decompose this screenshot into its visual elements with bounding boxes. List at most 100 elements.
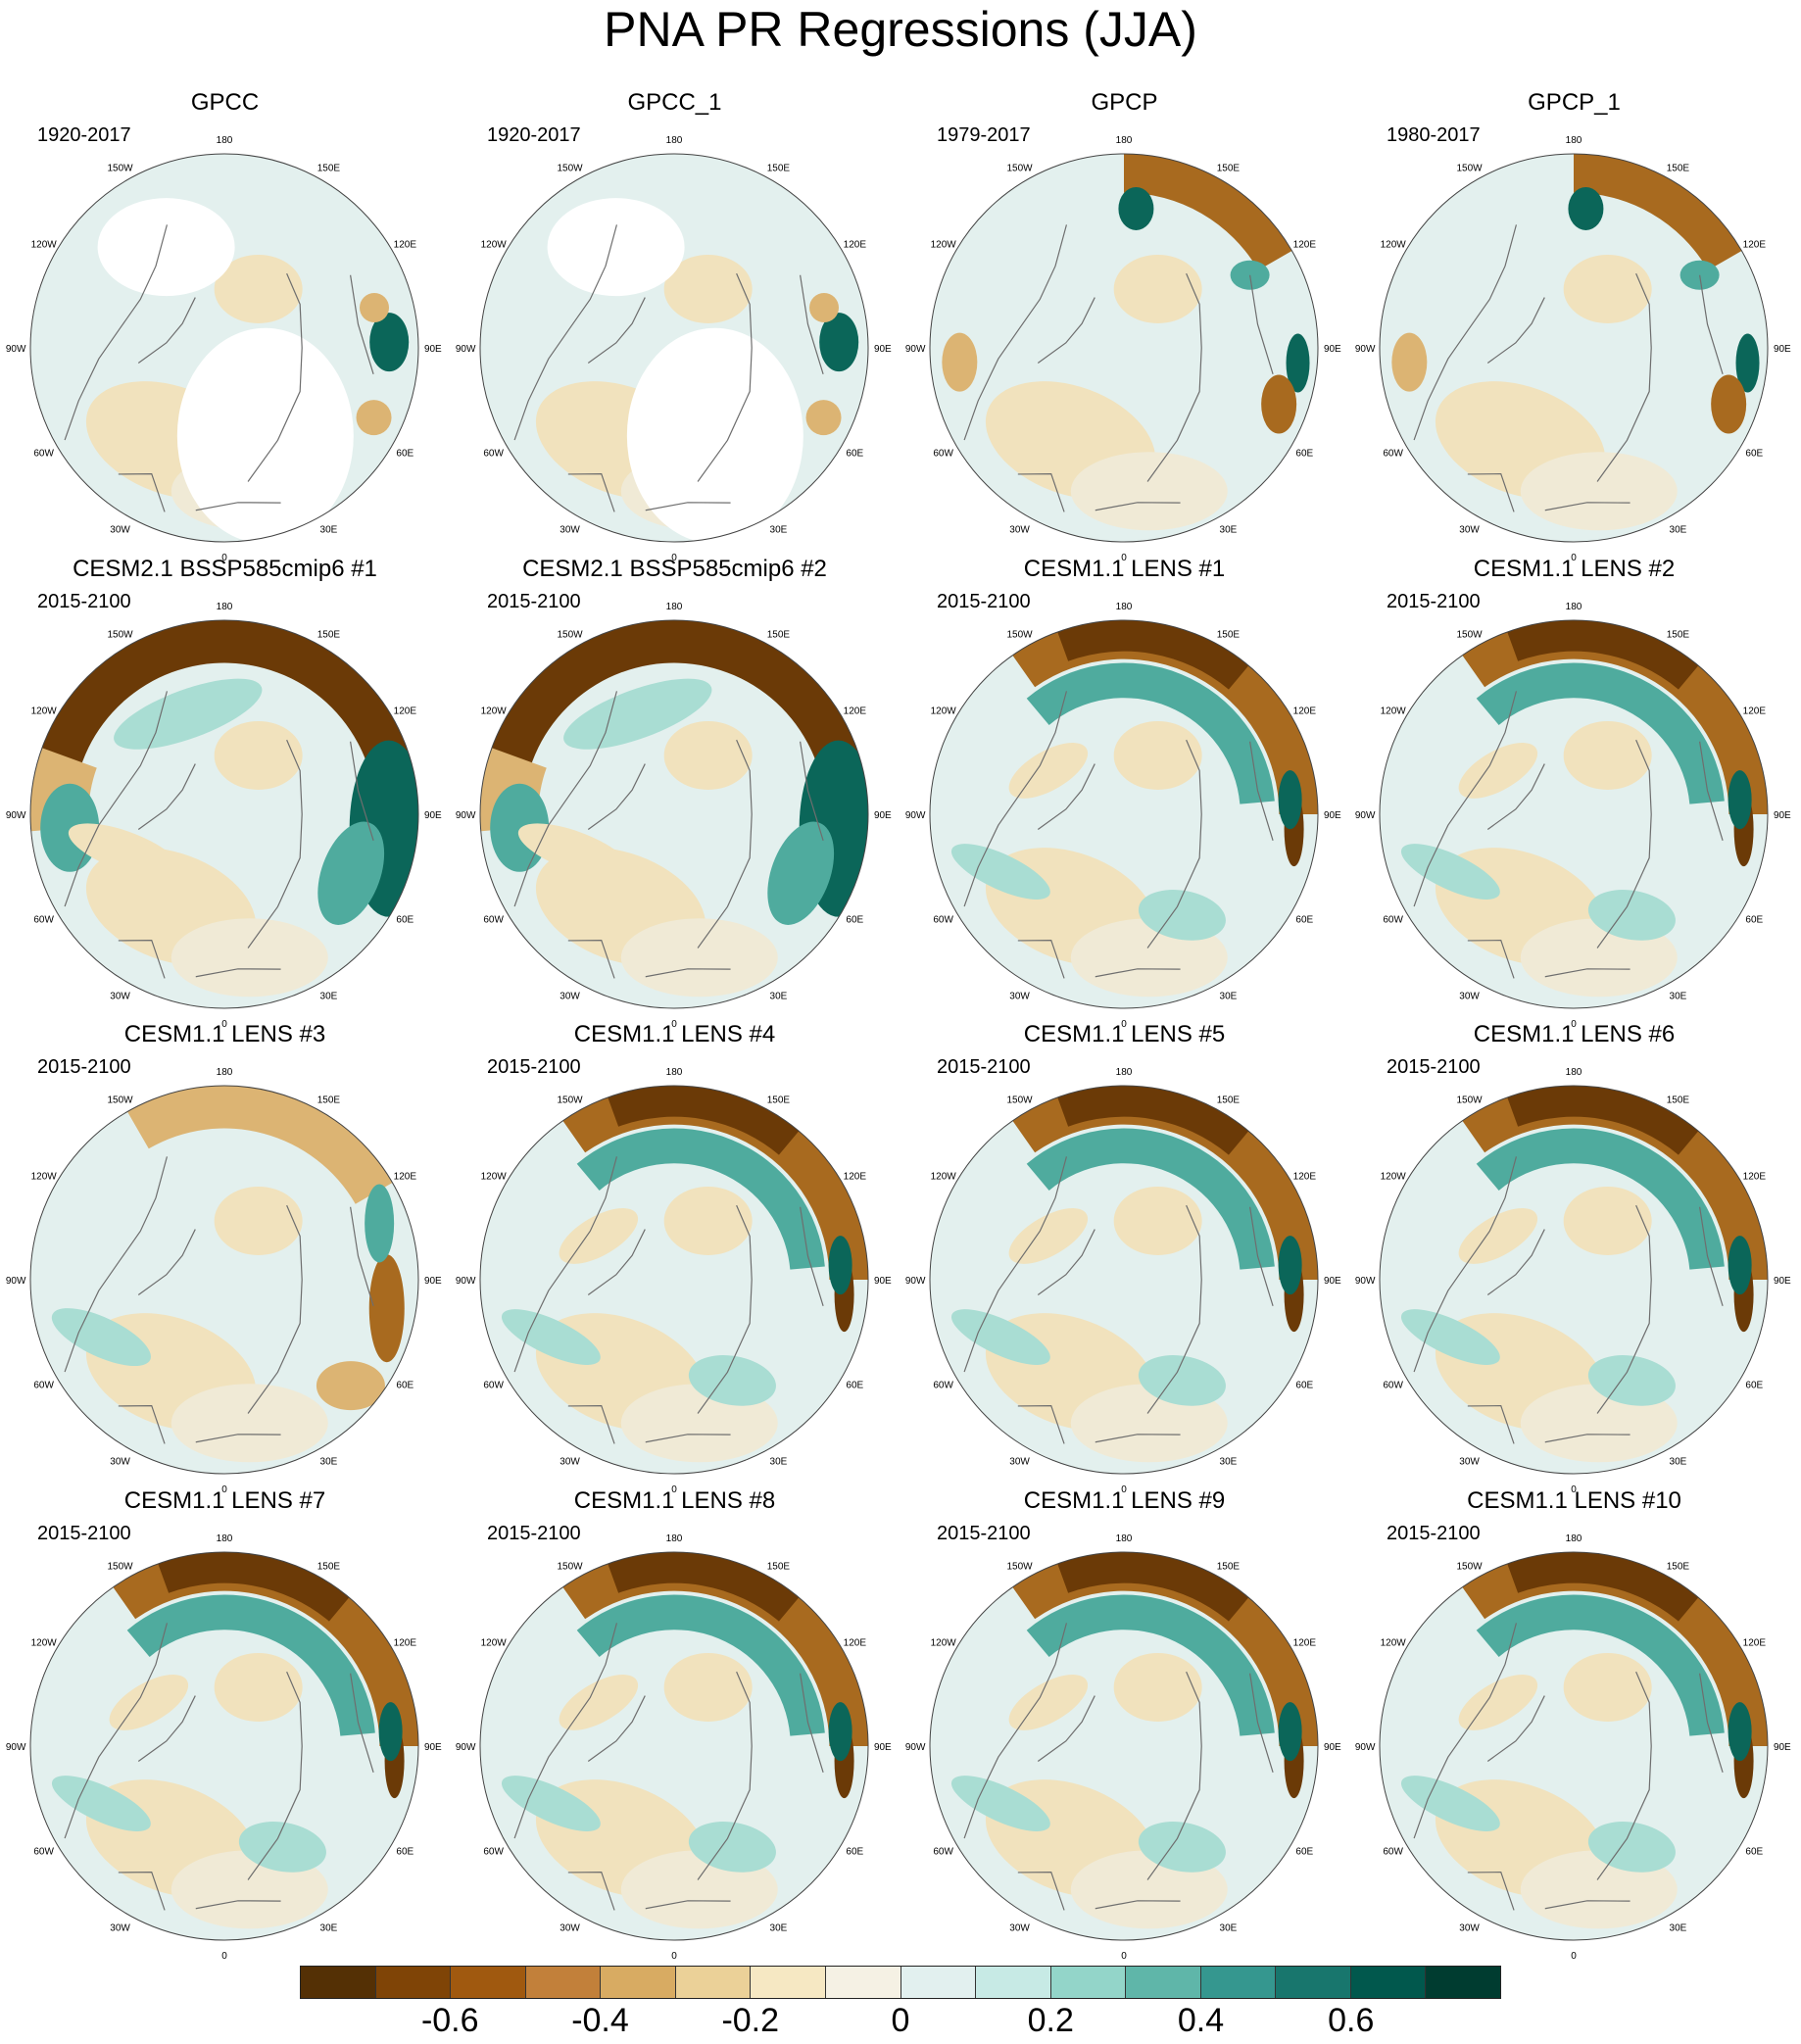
polar-map: 180 150E 120E 90E 60E 30E 0 30W 60W 90W 120W 150W [6,1533,442,1962]
coastline [118,940,166,979]
longitude-label: 120W [31,1638,58,1649]
longitude-label: 180 [217,602,233,612]
coastline [118,1872,166,1911]
map-border [29,619,419,1009]
longitude-label: 180 [666,1067,683,1078]
panel-title: CESM1.1 LENS #8 [573,1487,776,1514]
panel-period: 2015-2100 [937,591,1031,612]
tan-patch [1113,720,1202,790]
polar-map: 180 150E 120E 90E 60E 30E 0 30W 60W 90W 120W 150W [905,135,1341,563]
tan-patch [214,1186,303,1255]
polar-map: 180 150E 120E 90E 60E 30E 0 30W 60W 90W 120W 150W [905,1067,1341,1495]
wet-europe [1138,1822,1226,1873]
panel-period: 2015-2100 [487,1056,581,1078]
coastline [195,1434,281,1443]
tan-patch [1520,452,1678,531]
longitude-label: 150W [1007,1095,1034,1106]
map-panel: CESM1.1 LENS #5 2015-2100 180 150E 120E 90E 60… [900,1020,1349,1495]
longitude-label: 60W [933,1380,953,1390]
map-field [480,620,868,1008]
coastline [247,1204,303,1414]
wet-japan [1230,260,1270,290]
coastline [800,741,824,841]
longitude-label: 90W [456,1742,476,1753]
longitude-label: 60E [1295,1380,1313,1390]
longitude-label: 120E [1743,240,1767,251]
map-field [480,1552,868,1940]
dry-arctic [1008,1675,1089,1730]
coastline [513,1156,618,1373]
coastline [1017,473,1065,512]
colorbar-swatch [451,1967,526,1998]
dry-south-asia [1711,374,1747,434]
dry-arctic [559,1675,639,1730]
longitude-label: 150E [1217,630,1241,641]
longitude-label: 90E [424,1276,442,1287]
panel-title: GPCC_1 [627,89,722,116]
coastline [64,1156,169,1373]
coastline [64,691,169,907]
dry-band-pacific [482,620,868,850]
map-panel: CESM1.1 LENS #10 2015-2100 180 150E 120E 90E 6… [1349,1486,1799,1962]
colorbar-swatch [1200,1967,1277,1998]
longitude-label: 60E [1745,448,1763,459]
longitude-label: 30E [1220,991,1238,1001]
longitude-label: 90E [1774,1742,1791,1753]
longitude-label: 60E [846,914,863,925]
longitude-label: 150E [1217,1095,1241,1106]
coastline [195,1900,281,1910]
longitude-label: 150E [317,630,341,641]
longitude-label: 120W [31,706,58,717]
colorbar-swatch [375,1967,452,1998]
longitude-label: 90E [874,1276,892,1287]
wet-asia [1735,333,1760,393]
longitude-label: 30E [1220,524,1238,535]
coastline [1596,1671,1652,1880]
coastline [1544,502,1631,511]
longitude-label: 90E [1774,1276,1791,1287]
dry-arctic [559,1208,639,1264]
panel-title: GPCC [190,89,260,116]
longitude-label: 30E [320,991,338,1001]
coastline [697,1671,753,1880]
coastline [1095,968,1181,978]
coastline [1017,1872,1065,1911]
longitude-label: 120E [844,1638,867,1649]
panel-period: 2015-2100 [1387,591,1481,612]
colorbar-swatch [601,1967,676,1998]
wet-band [1476,1128,1725,1270]
coastline [513,224,618,441]
coastline [247,739,303,949]
map-border [1379,1085,1769,1475]
map-border [29,153,419,543]
longitude-label: 180 [1566,602,1582,612]
longitude-label: 150E [1667,164,1690,174]
longitude-label: 60E [1745,914,1763,925]
coastline [567,1405,615,1444]
wet-band [1026,1594,1275,1736]
longitude-label: 30W [1459,1922,1480,1933]
map-panel: GPCC 1920-2017 180 150E 120E 90E 60E 30E 0 30W 60W… [0,88,450,563]
longitude-label: 60W [483,1380,504,1390]
longitude-label: 60W [33,448,54,459]
panel-title: CESM1.1 LENS #5 [1023,1021,1226,1047]
dry-na [517,823,630,879]
colorbar-tick-label: -0.2 [721,2002,780,2039]
longitude-label: 90E [1324,1742,1341,1753]
coastline [1037,763,1095,830]
dry-arctic [1008,743,1089,799]
longitude-label: 120W [481,1638,508,1649]
longitude-label: 150W [1007,164,1034,174]
longitude-label: 30W [1009,1456,1030,1467]
coastline [963,691,1068,907]
longitude-label: 30E [770,991,788,1001]
longitude-label: 30E [1220,1456,1238,1467]
dry-east-asia [356,400,392,436]
tan-patch [1113,1186,1202,1255]
longitude-label: 120W [1381,1172,1407,1183]
coastline [350,274,374,374]
longitude-label: 30W [1009,524,1030,535]
wet-asia-strip [1728,1236,1752,1295]
coastline [1037,1695,1095,1762]
map-border [929,1085,1319,1475]
